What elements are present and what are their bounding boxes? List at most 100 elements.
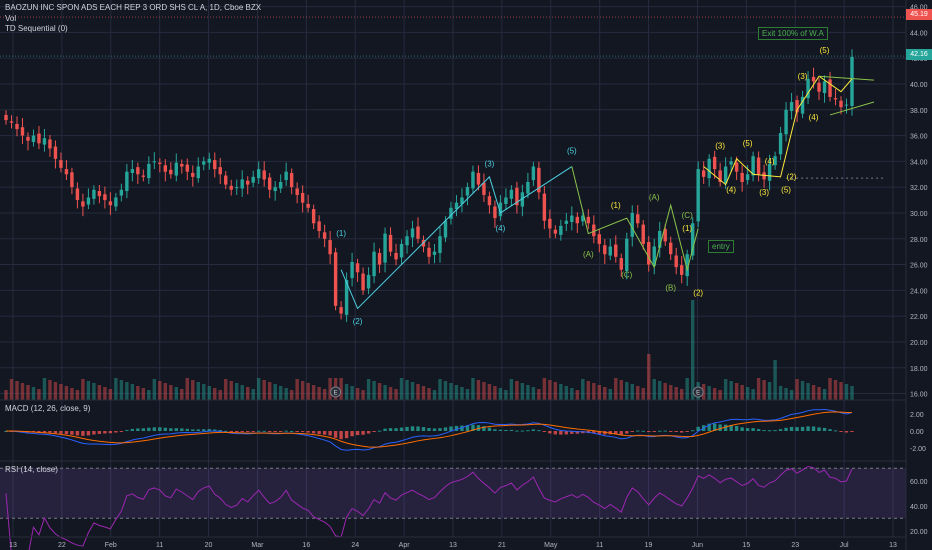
candle-body [833, 98, 838, 100]
volume-bar [806, 383, 810, 400]
macd-histogram-bar [328, 431, 332, 436]
wave-line-cyan [340, 166, 573, 310]
volume-bar [136, 386, 140, 400]
candle-body [416, 226, 420, 239]
candle-body [53, 146, 58, 159]
macd-histogram-bar [125, 430, 129, 432]
volume-bar [449, 383, 453, 400]
volume-bar [443, 381, 448, 400]
volume-bar [399, 378, 404, 400]
price-tick-label: 26.00 [910, 263, 928, 270]
candle-body [658, 231, 662, 248]
volume-bar [119, 380, 124, 400]
volume-bar [619, 380, 623, 400]
volume-bar [614, 378, 618, 400]
macd-histogram-bar [119, 431, 124, 432]
volume-bar [493, 386, 497, 400]
volume-bar [108, 389, 113, 400]
volume-bar [542, 378, 547, 400]
macd-histogram-bar [800, 426, 805, 431]
candle-body [460, 197, 464, 204]
candle-body [86, 197, 91, 205]
macd-histogram-bar [278, 431, 283, 432]
price-axis: 16.00 18.00 20.00 22.00 24.00 26.00 28.00 30.00… [910, 5, 928, 536]
volume-bar [465, 389, 470, 400]
volume-bar [114, 378, 118, 400]
volume-bar [152, 379, 157, 400]
candle-body [844, 104, 849, 106]
volume-bar [575, 390, 580, 400]
candle-body [388, 234, 393, 252]
volume-bar [432, 390, 437, 400]
volume-bar [608, 389, 612, 400]
volume-legend[interactable]: Vol [5, 14, 16, 23]
price-tag-current: 42.16 [906, 49, 932, 60]
candle-body [630, 212, 634, 237]
macd-legend[interactable]: MACD (12, 26, close, 9) [5, 404, 90, 413]
price-tick-label: 44.00 [910, 30, 928, 37]
macd-histogram-bar [762, 430, 766, 432]
macd-histogram-bar [795, 427, 799, 431]
price-tick-label: 32.00 [910, 185, 928, 192]
macd-histogram-bar [789, 426, 794, 431]
volume-bar [361, 390, 365, 400]
price-tick-label: 36.00 [910, 134, 928, 141]
volume-bar [125, 382, 129, 400]
volume-bar [256, 378, 261, 400]
candle-body [784, 109, 788, 135]
macd-histogram-bar [399, 427, 404, 431]
macd-histogram-bar [520, 430, 525, 432]
volume-bar [278, 386, 283, 400]
candle-body [92, 189, 96, 199]
volume-bar [427, 388, 431, 400]
wave-label: (4) [809, 113, 819, 122]
macd-histogram-bar [383, 428, 387, 431]
volume-bar [59, 384, 63, 400]
macd-histogram-bar [745, 428, 750, 431]
td-legend[interactable]: TD Sequential (0) [5, 24, 68, 33]
macd-histogram-bar [246, 431, 250, 432]
wave-label: (1) [611, 201, 621, 210]
volume-bar [658, 381, 662, 400]
candle-body [427, 247, 431, 257]
candle-body [229, 185, 233, 190]
candle-body [152, 161, 157, 163]
price-tick-label: 46.00 [910, 5, 928, 12]
volume-bar [273, 384, 277, 400]
macd-histogram-bar [410, 426, 415, 431]
candle-body [707, 158, 711, 179]
exit-annotation[interactable]: Exit 100% of W.A [758, 27, 828, 40]
td-label: TD Sequential (0) [5, 24, 68, 33]
time-tick-label: 19 [645, 542, 653, 549]
symbol-legend[interactable]: BAOZUN INC SPON ADS EACH REP 3 ORD SHS C… [5, 3, 261, 12]
candle-body [762, 172, 766, 180]
volume-bar [394, 389, 398, 400]
macd-histogram-bar [850, 431, 854, 432]
macd-histogram-bar [256, 430, 261, 432]
candle-body [59, 160, 63, 168]
candle-body [493, 206, 497, 219]
wave-line-green [571, 166, 699, 272]
rsi-legend[interactable]: RSI (14, close) [5, 465, 58, 474]
volume-bar [460, 387, 464, 400]
macd-histogram-bar [636, 430, 640, 432]
volume-bar [416, 384, 420, 400]
candle-body [734, 162, 739, 172]
candle-body [97, 191, 102, 197]
candle-body [169, 169, 173, 175]
candle-body [696, 169, 700, 222]
volume-bar [641, 388, 645, 400]
volume-bar [718, 390, 722, 400]
volume-bar [817, 387, 821, 400]
volume-bar [679, 389, 684, 400]
macd-histogram-bar [806, 426, 810, 431]
candle-body [333, 252, 338, 306]
elliott-wave-lines [0, 16, 906, 310]
entry-annotation[interactable]: entry [708, 240, 734, 253]
macd-histogram-bar [229, 431, 233, 432]
candle-body [235, 187, 239, 189]
candle-body [9, 121, 14, 123]
candle-body [817, 82, 821, 92]
macd-histogram-bar [663, 430, 667, 432]
